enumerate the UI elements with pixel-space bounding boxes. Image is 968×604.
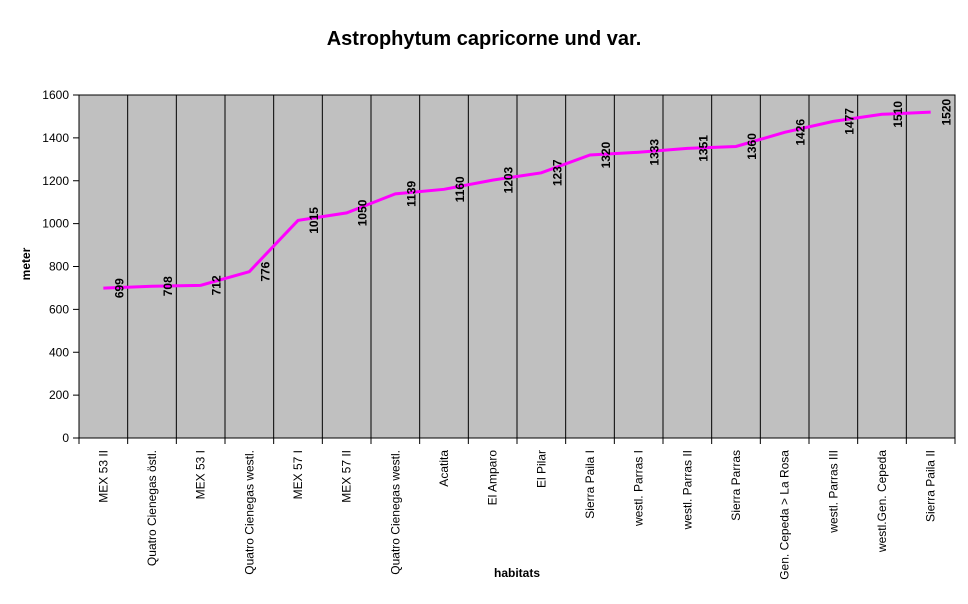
data-label: 1333 [648,139,662,166]
y-tick-label: 1600 [42,88,69,102]
x-category-label: El Pilar [534,450,548,488]
y-tick-label: 0 [62,431,69,445]
x-category-label: westl. Parras III [826,450,840,534]
data-label: 1203 [502,166,516,193]
data-label: 1160 [453,176,467,202]
y-tick-label: 1000 [42,217,69,231]
x-category-label: westl.Gen. Cepeda [875,450,889,553]
data-label: 1351 [696,135,710,162]
x-category-label: Sierra Paila II [924,450,938,522]
x-category-label: MEX 57 I [291,450,305,499]
x-category-label: Quatro Cienegas östl. [145,450,159,566]
y-tick-label: 800 [49,260,69,274]
x-category-label: Quatro Cienegas westl. [388,450,402,575]
x-category-label: Quatro Cienegas westl. [242,450,256,575]
data-label: 776 [258,261,272,281]
x-category-label: westl. Parras I [632,450,646,527]
data-label: 699 [112,278,126,298]
data-label: 1050 [356,199,370,226]
data-label: 1015 [307,207,321,234]
x-category-label: MEX 53 I [194,450,208,499]
data-label: 1477 [842,108,856,135]
data-label: 1520 [940,98,954,125]
x-axis-title: habitats [493,566,541,580]
x-category-label: Sierra Paila I [583,450,597,519]
chart-title: Astrophytum capricorne und var. [326,28,642,50]
x-category-label: MEX 53 II [96,450,110,503]
data-label: 1510 [891,101,905,128]
y-tick-label: 1200 [42,174,69,188]
y-tick-label: 1400 [42,131,69,145]
data-label: 708 [161,276,175,296]
x-category-label: El Amparo [486,450,500,506]
y-tick-label: 600 [49,302,69,316]
y-tick-label: 400 [49,345,69,359]
data-label: 1426 [794,119,808,146]
y-tick-label: 200 [49,388,69,402]
x-category-label: westl. Parras II [680,450,694,530]
series-line [103,110,931,290]
x-category-label: Gen. Cepeda > La Rosa [778,450,792,580]
data-label: 1237 [550,159,564,186]
data-label: 1320 [599,141,613,168]
data-label: 712 [210,275,224,295]
data-label: 1360 [745,133,759,160]
data-label: 1139 [404,180,418,206]
x-category-label: Acatita [437,450,451,487]
x-category-label: Sierra Parras [729,450,743,521]
x-category-label: MEX 57 II [340,450,354,503]
